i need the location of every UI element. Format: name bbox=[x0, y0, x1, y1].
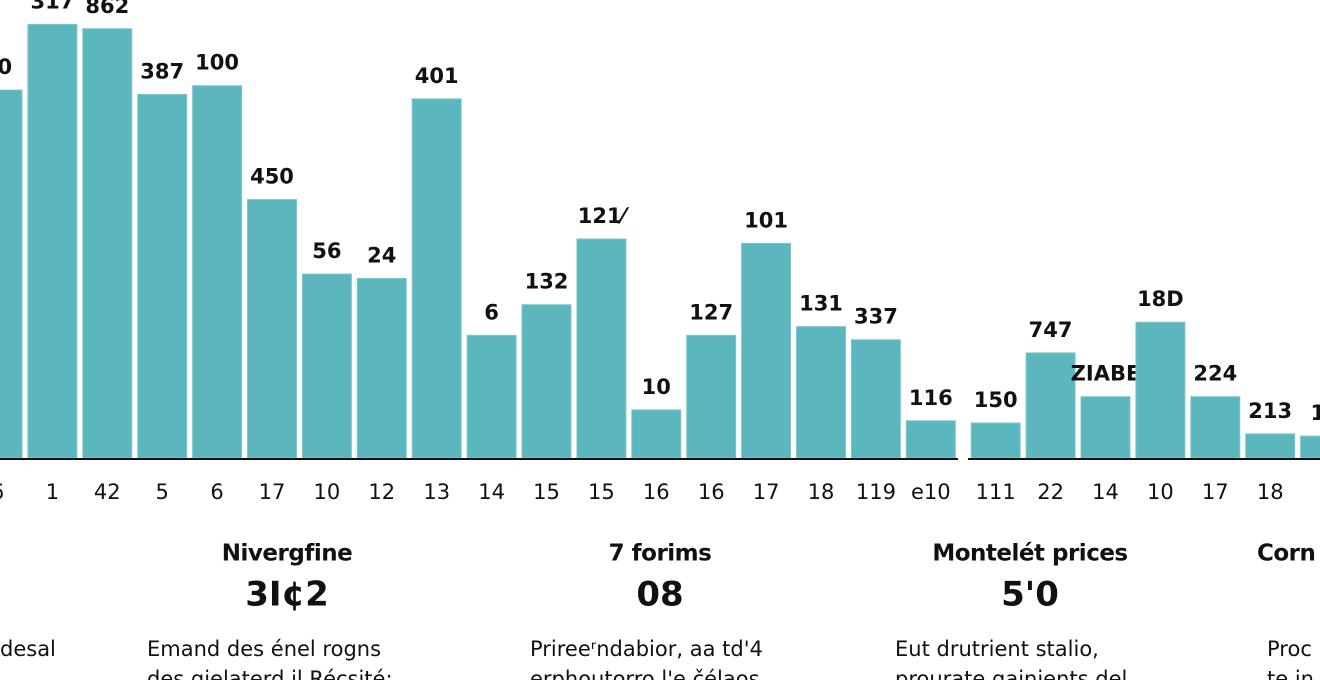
bar-label: 127 bbox=[689, 300, 733, 324]
bar-label: 450 bbox=[250, 165, 294, 189]
bar bbox=[1245, 433, 1296, 459]
bar bbox=[356, 277, 407, 459]
bar-label: 224 bbox=[1193, 362, 1237, 386]
panel-text: des gielaterd il Récsité: bbox=[147, 667, 393, 680]
bar bbox=[247, 199, 297, 459]
bar bbox=[1190, 396, 1241, 459]
x-tick-label: 13 bbox=[423, 480, 450, 504]
bar bbox=[137, 93, 188, 459]
panel-text: Eut drutrient stalio, bbox=[895, 637, 1099, 661]
x-tick-label: 5 bbox=[156, 480, 169, 504]
panel-text: Prireeʳndabior, aa td'4 bbox=[530, 637, 763, 661]
x-tick-label: 1 bbox=[1318, 480, 1320, 504]
bar-label: 862 bbox=[85, 0, 129, 18]
panel-figure: 5'0 bbox=[1001, 575, 1059, 615]
panel-text: Emand des énel rogns bbox=[147, 637, 381, 661]
panel-text: prourate gainients del bbox=[895, 667, 1127, 680]
bar-label: 213 bbox=[1248, 399, 1292, 423]
x-tick-label: 111 bbox=[976, 480, 1016, 504]
bar bbox=[686, 334, 737, 459]
panel-heading: 7 forims bbox=[609, 541, 712, 567]
bar-label: 132 bbox=[525, 270, 569, 294]
panel-heading: Nivergfine bbox=[222, 541, 352, 567]
bar bbox=[970, 422, 1021, 459]
x-tick-label: 22 bbox=[1037, 480, 1064, 504]
x-tick-label: 17 bbox=[259, 480, 286, 504]
x-tick-label: 6 bbox=[0, 480, 4, 504]
bar bbox=[631, 409, 682, 459]
bar bbox=[301, 273, 352, 459]
panel-text: te in bbox=[1267, 667, 1314, 680]
x-tick-label: 14 bbox=[478, 480, 505, 504]
bar bbox=[1135, 321, 1186, 459]
bar-label: 121⁄ bbox=[578, 204, 630, 228]
x-tick-label: 15 bbox=[588, 480, 615, 504]
bar bbox=[1300, 435, 1320, 459]
bar bbox=[905, 420, 956, 459]
x-tick-label: 18 bbox=[808, 480, 835, 504]
bar bbox=[82, 28, 133, 459]
bar bbox=[411, 98, 462, 459]
bar-label: 12 bbox=[1310, 401, 1320, 425]
x-tick-label: 10 bbox=[314, 480, 341, 504]
bar bbox=[192, 85, 243, 459]
bar-label: ZIABE bbox=[1071, 362, 1141, 386]
bar bbox=[1080, 396, 1131, 459]
bar bbox=[466, 334, 517, 459]
bar bbox=[27, 23, 78, 459]
x-tick-label: 15 bbox=[533, 480, 560, 504]
bar-label: 150 bbox=[974, 388, 1018, 412]
panel-text: desal bbox=[0, 637, 56, 661]
bar-label: 101 bbox=[744, 208, 788, 232]
bar-label: 337 bbox=[854, 305, 898, 329]
bar-label: 387 bbox=[140, 59, 184, 83]
x-tick-label: 119 bbox=[856, 480, 896, 504]
bar-label: 116 bbox=[909, 386, 953, 410]
bar bbox=[850, 339, 901, 459]
x-tick-label: 18 bbox=[1257, 480, 1284, 504]
panel-heading: Corn bbox=[1257, 541, 1315, 567]
x-tick-label: 6 bbox=[210, 480, 223, 504]
x-tick-label: 12 bbox=[368, 480, 395, 504]
bar bbox=[796, 326, 846, 459]
x-tick-label: 1 bbox=[46, 480, 59, 504]
bar-label: 131 bbox=[799, 292, 843, 316]
bar-label: 6 bbox=[484, 300, 499, 324]
bar-label: 56 bbox=[312, 239, 341, 263]
panel-heading: Montelét prices bbox=[932, 541, 1127, 567]
x-tick-label: 16 bbox=[643, 480, 670, 504]
x-tick-label: 17 bbox=[1202, 480, 1229, 504]
panel-figure: 3I¢2 bbox=[245, 575, 329, 615]
bar-label: 317 bbox=[30, 0, 74, 13]
bar bbox=[741, 242, 792, 459]
panel-text: erphoutorro l'e čélaos bbox=[530, 667, 760, 680]
bar-label: 747 bbox=[1029, 318, 1073, 342]
bar-label: 100 bbox=[195, 51, 239, 75]
bar-label: 18D bbox=[1137, 287, 1184, 311]
bar bbox=[576, 238, 627, 459]
bar-label: 401 bbox=[415, 64, 459, 88]
panel-figure: 08 bbox=[636, 575, 683, 615]
x-tick-label: 16 bbox=[698, 480, 725, 504]
bar-label: 30 bbox=[0, 55, 12, 79]
bar bbox=[521, 304, 572, 459]
x-tick-label: 10 bbox=[1147, 480, 1174, 504]
bar bbox=[0, 89, 23, 459]
x-tick-label: e10 bbox=[911, 480, 951, 504]
bar-label: 24 bbox=[367, 243, 396, 267]
bar-label: 10 bbox=[642, 375, 671, 399]
bar bbox=[1025, 352, 1076, 459]
x-tick-label: 42 bbox=[94, 480, 121, 504]
panel-text: Proc bbox=[1267, 637, 1312, 661]
x-tick-label: 14 bbox=[1092, 480, 1119, 504]
x-tick-label: 17 bbox=[753, 480, 780, 504]
